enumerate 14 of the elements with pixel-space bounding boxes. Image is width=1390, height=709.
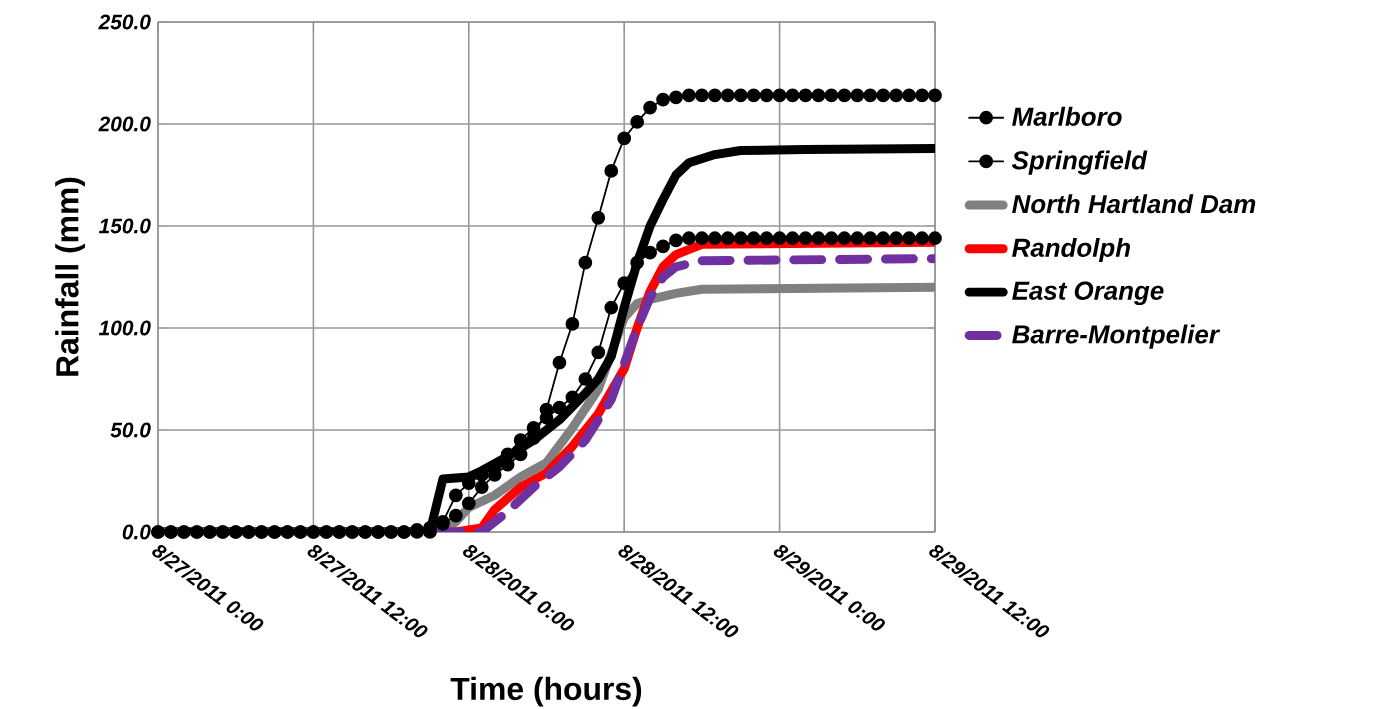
y-tick-label: 150.0 bbox=[98, 218, 151, 234]
y-tick-label: 250.0 bbox=[98, 14, 151, 30]
legend-label: East Orange bbox=[1012, 281, 1164, 306]
legend-label: North Hartland Dam bbox=[1012, 194, 1256, 214]
y-tick-label: 100.0 bbox=[98, 320, 151, 336]
y-tick-label: 200.0 bbox=[98, 116, 151, 132]
legend-label: Springfield bbox=[1011, 150, 1148, 175]
x-axis-title: Time (hours) bbox=[450, 676, 642, 707]
legend-label: Barre-Montpelier bbox=[1012, 324, 1221, 349]
legend-label: Marlboro bbox=[1012, 106, 1122, 126]
legend-label: Randolph bbox=[1012, 237, 1131, 263]
y-tick-label: 50.0 bbox=[110, 422, 151, 438]
y-tick-label: 0.0 bbox=[122, 524, 151, 540]
y-axis-title: Rainfall (mm) bbox=[55, 177, 85, 376]
